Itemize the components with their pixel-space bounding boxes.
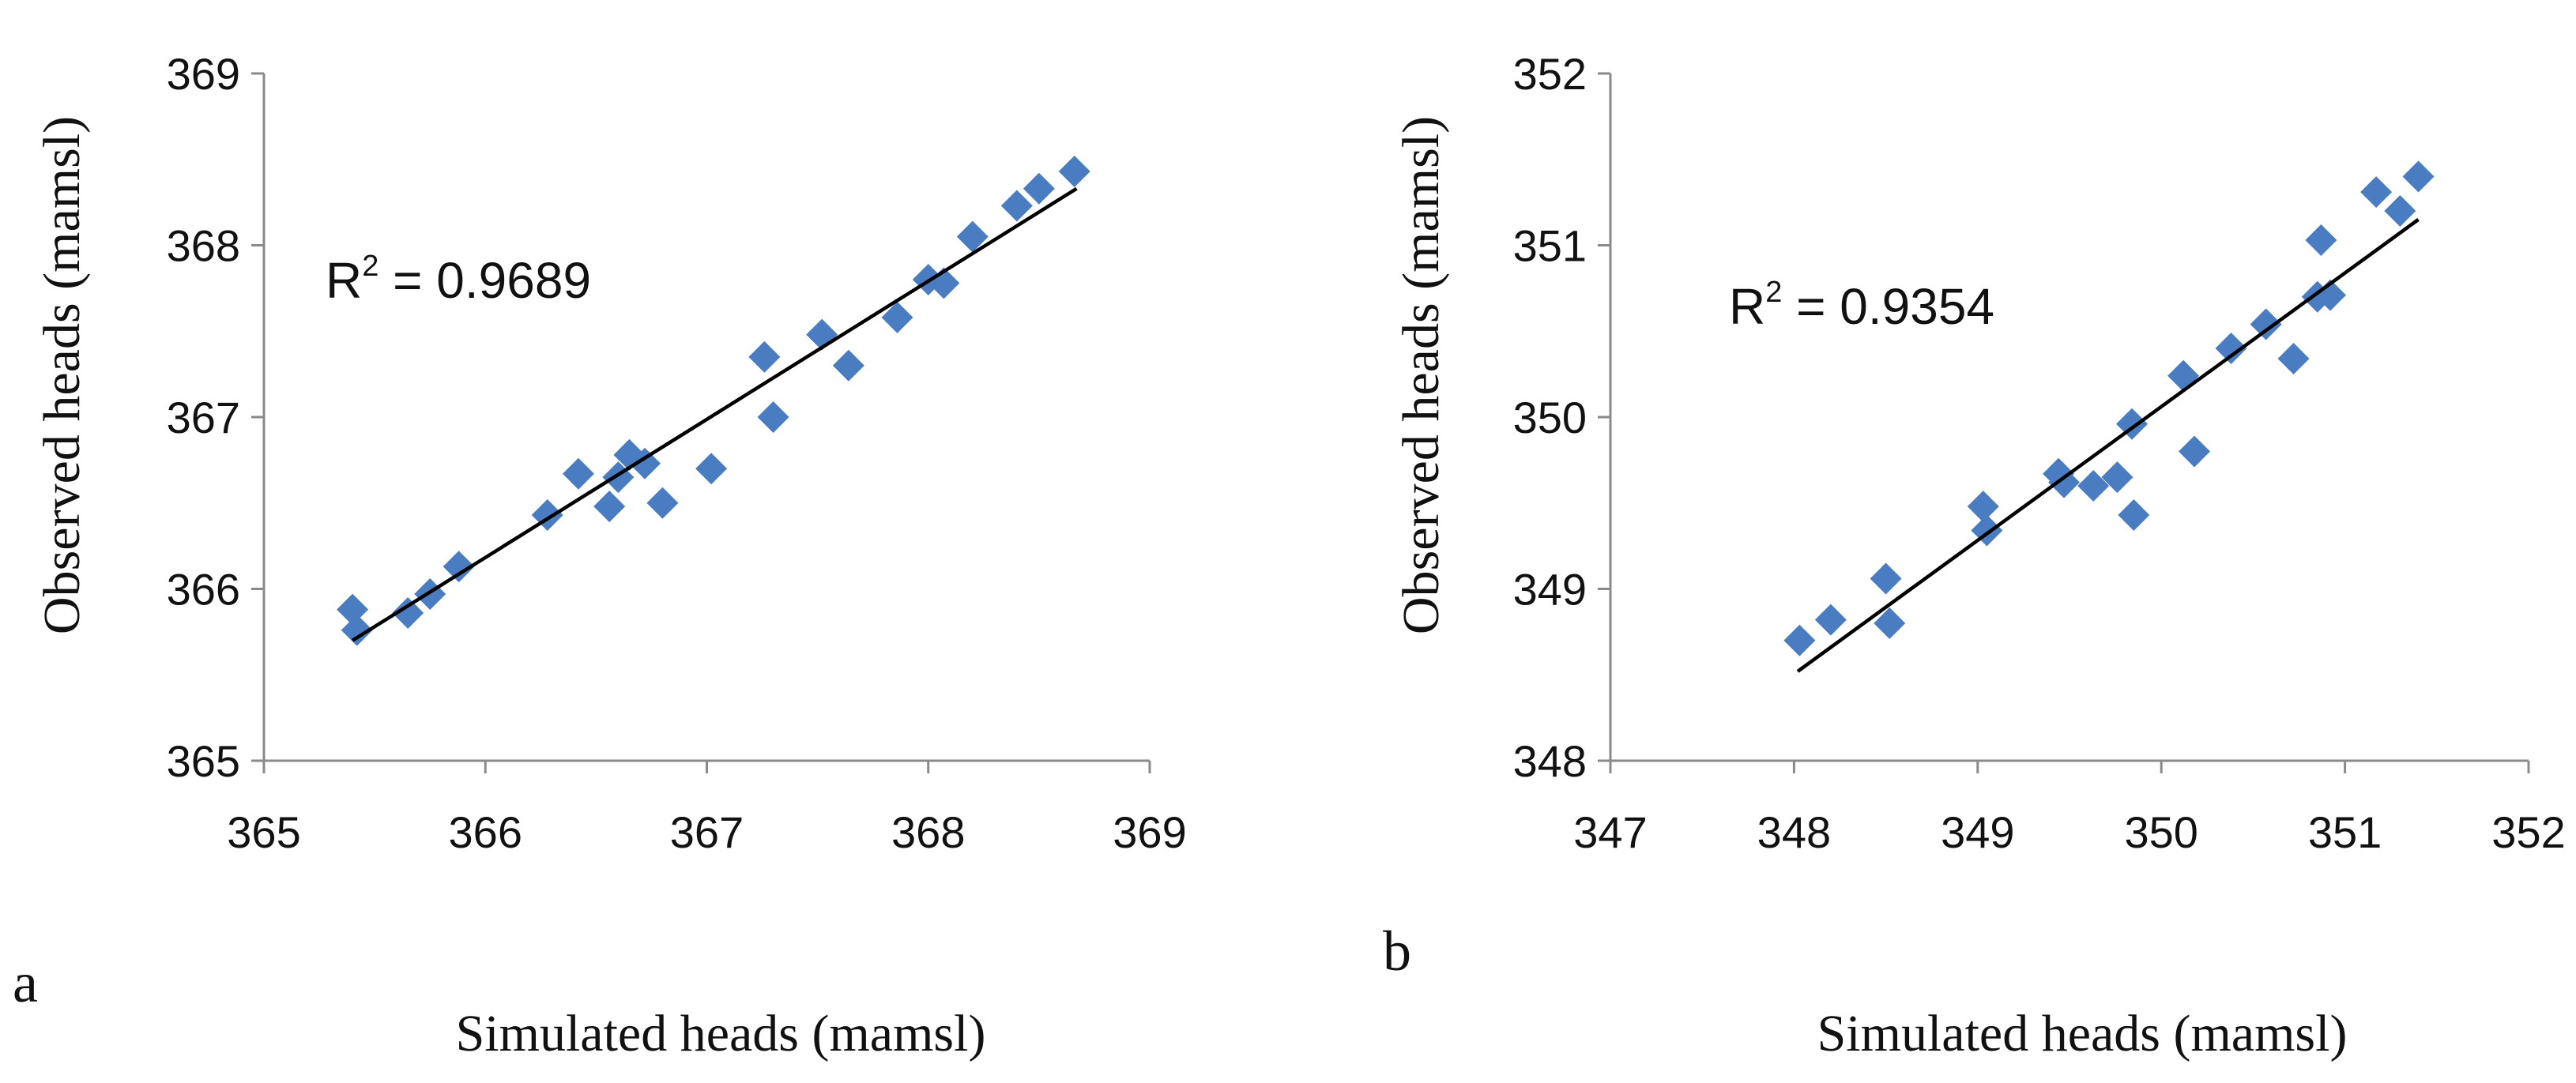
panel-b-x-axis-title: Simulated heads (mamsl) [1817,1005,2348,1062]
panel-b-data-point [1814,604,1847,636]
panel-a-plot-area: 365 366 367 368 369 365 366 367 368 369 [167,49,1187,857]
panel-b-data-point [2305,224,2337,256]
panel-b-data-point [2167,359,2200,392]
panel-a-r-squared-sup: 2 [362,250,378,283]
panel-a-y-tick-label: 368 [167,221,240,271]
panel-a-data-point [646,487,679,519]
panel-b-data-point [2250,308,2282,340]
panel-b-trendline [1796,218,2420,673]
panel-b-r-squared-label: R2 = 0.9354 [1729,276,1994,335]
panel-b-x-tick-label: 352 [2491,807,2565,857]
panel-b-data-point [1967,491,1999,523]
panel-a-data-point [392,596,424,629]
panel-a-r-squared-prefix: R [326,252,362,309]
panel-b-data-point [2077,470,2110,502]
panel-a-data-point [593,491,626,523]
panel-a-y-tick-label: 365 [167,736,240,786]
panel-b-data-point [2179,435,2211,468]
panel-b-chart: 348 349 350 351 352 347 348 349 350 351 352 b Simu… [1383,49,2566,1062]
panel-a-data-point [695,453,728,485]
panel-b-data-point [2277,343,2310,375]
panel-a-data-point [341,614,373,646]
panel-a-data-point [956,220,989,253]
panel-a-x-tick-label: 365 [227,807,300,857]
panel-a-y-tick-label: 367 [167,393,240,442]
panel-b-data-point [2314,279,2347,311]
panel-b-data-point [2048,466,2081,498]
panel-a-data-point [1000,190,1033,222]
panel-a-trendline [351,186,1078,642]
panel-b-data-point [2101,461,2133,494]
panel-b-y-tick-label: 352 [1513,49,1587,99]
panel-b-y-tick-label: 349 [1513,565,1587,615]
panel-a-data-point [443,551,475,583]
panel-b-x-tick-label: 347 [1573,807,1647,857]
panel-b-r-squared-prefix: R [1729,278,1765,335]
panel-a-y-tick-label: 366 [167,565,240,615]
panel-b-x-tick-label: 350 [2124,807,2198,857]
panel-b-y-tick-label: 348 [1513,736,1587,786]
panel-a-x-tick-label: 369 [1113,807,1186,857]
panel-a-x-axis-title: Simulated heads (mamsl) [456,1005,986,1062]
panel-b-data-point [2384,195,2416,227]
panel-b-data-point [1783,624,1816,656]
panel-b-r-squared-value: = 0.9354 [1782,278,1994,335]
panel-b-data-point [1874,607,1906,639]
panel-b-x-tick-label: 348 [1757,807,1831,857]
panel-a-r-squared-label: R2 = 0.9689 [326,250,591,309]
panel-a-r-squared-value: = 0.9689 [378,252,591,309]
panel-b-letter: b [1383,919,1411,983]
panel-a-data-point [1022,172,1055,205]
panel-b-data-point [2402,160,2435,193]
panel-a-chart: 365 366 367 368 369 365 366 367 368 369 a Simulat… [13,49,1187,1062]
panel-a-data-point [629,447,661,479]
panel-b-plot-area: 348 349 350 351 352 347 348 349 350 351 352 [1513,49,2566,857]
panel-b-data-point [1870,562,1902,595]
panel-a-data-point [881,301,913,333]
panel-a-data-point [757,401,789,433]
panel-a-y-tick-label: 369 [167,49,240,99]
panel-a-x-tick-label: 366 [449,807,522,857]
panel-b-x-tick-label: 349 [1941,807,2014,857]
panel-b-y-axis-title: Observed heads (mamsl) [1392,116,1450,634]
panel-b-r-squared-sup: 2 [1765,276,1782,309]
panel-a-data-point [1058,155,1090,187]
panel-a-data-point [337,593,369,626]
panel-a-data-point [832,349,864,382]
panel-b-x-tick-label: 351 [2308,807,2382,857]
panel-a-data-point [748,340,781,373]
panel-a-y-axis-title: Observed heads (mamsl) [33,116,91,634]
panel-a-data-point [562,457,594,490]
panel-a-x-tick-label: 368 [891,807,965,857]
panel-a-letter: a [13,951,38,1014]
panel-b-data-point [2118,498,2150,531]
panel-b-y-tick-label: 350 [1513,393,1587,442]
panel-a-x-tick-label: 367 [670,807,744,857]
panel-b-data-point [2360,176,2393,209]
panel-b-y-tick-label: 351 [1513,221,1587,271]
panel-b-data-point [2215,333,2247,364]
